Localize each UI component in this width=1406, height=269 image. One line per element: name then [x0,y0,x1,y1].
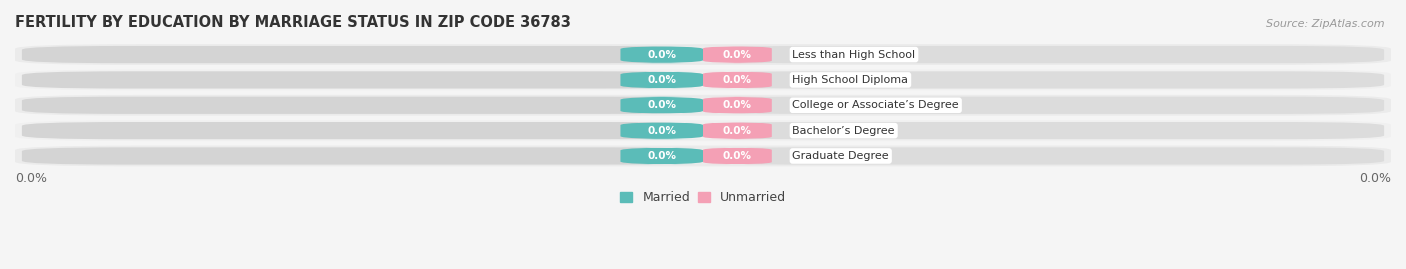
FancyBboxPatch shape [703,46,772,63]
Text: High School Diploma: High School Diploma [793,75,908,85]
Text: 0.0%: 0.0% [723,100,752,110]
FancyBboxPatch shape [703,46,1384,63]
FancyBboxPatch shape [22,147,703,165]
FancyBboxPatch shape [620,46,703,63]
Text: 0.0%: 0.0% [15,172,46,185]
Text: 0.0%: 0.0% [723,151,752,161]
FancyBboxPatch shape [22,46,703,63]
FancyBboxPatch shape [703,122,1384,139]
FancyBboxPatch shape [15,44,1391,65]
FancyBboxPatch shape [15,146,1391,166]
Text: 0.0%: 0.0% [723,75,752,85]
Text: 0.0%: 0.0% [647,151,676,161]
Text: 0.0%: 0.0% [723,49,752,60]
FancyBboxPatch shape [620,147,703,165]
FancyBboxPatch shape [620,122,703,139]
Text: 0.0%: 0.0% [1360,172,1391,185]
FancyBboxPatch shape [15,120,1391,141]
Text: Source: ZipAtlas.com: Source: ZipAtlas.com [1267,19,1385,29]
FancyBboxPatch shape [15,70,1391,90]
Text: 0.0%: 0.0% [723,126,752,136]
FancyBboxPatch shape [703,97,772,114]
FancyBboxPatch shape [22,122,703,139]
FancyBboxPatch shape [703,147,1384,165]
FancyBboxPatch shape [22,71,703,89]
FancyBboxPatch shape [703,71,1384,89]
Legend: Married, Unmarried: Married, Unmarried [614,186,792,209]
Text: 0.0%: 0.0% [647,126,676,136]
FancyBboxPatch shape [22,97,703,114]
Text: FERTILITY BY EDUCATION BY MARRIAGE STATUS IN ZIP CODE 36783: FERTILITY BY EDUCATION BY MARRIAGE STATU… [15,15,571,30]
Text: Graduate Degree: Graduate Degree [793,151,889,161]
Text: 0.0%: 0.0% [647,75,676,85]
FancyBboxPatch shape [703,71,772,89]
Text: Bachelor’s Degree: Bachelor’s Degree [793,126,896,136]
Text: Less than High School: Less than High School [793,49,915,60]
Text: 0.0%: 0.0% [647,100,676,110]
FancyBboxPatch shape [15,95,1391,116]
FancyBboxPatch shape [620,97,703,114]
FancyBboxPatch shape [703,147,772,165]
Text: College or Associate’s Degree: College or Associate’s Degree [793,100,959,110]
Text: 0.0%: 0.0% [647,49,676,60]
FancyBboxPatch shape [620,71,703,89]
FancyBboxPatch shape [703,97,1384,114]
FancyBboxPatch shape [703,122,772,139]
